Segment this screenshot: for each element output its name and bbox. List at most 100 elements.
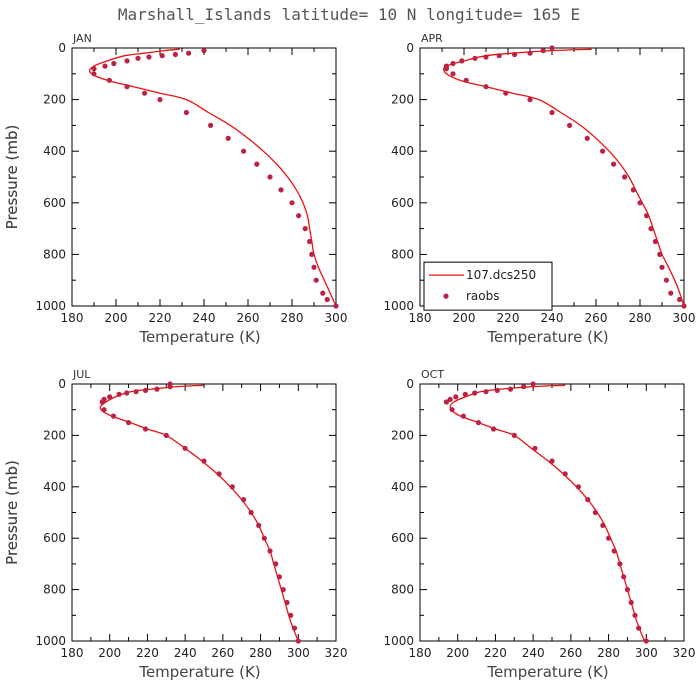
y-tick-label: 200 xyxy=(391,428,414,442)
data-point-raobs xyxy=(585,497,591,503)
data-point-raobs xyxy=(490,426,497,432)
data-point-raobs xyxy=(208,122,214,128)
series-line-model xyxy=(443,48,685,307)
data-point-raobs xyxy=(289,200,295,206)
panel-label: JAN xyxy=(72,32,92,45)
data-point-raobs xyxy=(248,509,254,516)
y-tick-label: 200 xyxy=(43,93,66,107)
x-tick-label: 220 xyxy=(136,646,159,660)
data-point-raobs xyxy=(483,54,489,60)
y-tick-label: 0 xyxy=(406,377,414,391)
series-line-model xyxy=(449,384,646,642)
data-point-raobs xyxy=(592,509,599,516)
data-point-raobs xyxy=(216,471,222,477)
x-axis-label: Temperature (K) xyxy=(138,663,260,681)
data-point-raobs xyxy=(267,548,273,554)
x-axis-label: Temperature (K) xyxy=(486,328,608,346)
data-point-raobs xyxy=(681,303,687,309)
data-point-raobs xyxy=(256,522,262,529)
x-tick-label: 240 xyxy=(174,646,197,660)
data-point-raobs xyxy=(320,290,326,296)
data-point-raobs xyxy=(280,587,286,593)
data-point-raobs xyxy=(503,90,509,96)
data-point-raobs xyxy=(111,60,117,67)
y-tick-label: 200 xyxy=(391,93,414,107)
data-point-raobs xyxy=(241,497,247,503)
x-tick-label: 300 xyxy=(673,311,696,325)
data-point-raobs xyxy=(186,50,192,56)
y-tick-label: 200 xyxy=(43,428,66,442)
data-point-raobs xyxy=(291,625,298,631)
data-point-raobs xyxy=(494,387,500,393)
panels-group: JAN 180 200 220 240 260 280 300 0 200 400 600 800 100… xyxy=(3,32,695,681)
x-tick-label: 200 xyxy=(446,646,469,660)
data-point-raobs xyxy=(453,394,459,400)
x-tick-label: 220 xyxy=(497,311,520,325)
x-tick-label: 240 xyxy=(522,646,545,660)
y-tick-label: 1000 xyxy=(35,634,66,648)
panel-jan: JAN 180 200 220 240 260 280 300 0 200 400 600 800 100… xyxy=(3,32,347,346)
data-point-raobs xyxy=(133,389,139,395)
y-tick-label: 0 xyxy=(58,377,66,391)
data-point-raobs xyxy=(483,84,489,90)
data-point-raobs xyxy=(443,66,449,72)
data-point-raobs xyxy=(167,384,173,390)
data-point-raobs xyxy=(483,389,489,395)
data-point-raobs xyxy=(154,386,160,392)
data-point-raobs xyxy=(302,226,308,232)
data-point-raobs xyxy=(657,251,663,257)
data-point-raobs xyxy=(172,51,178,58)
data-point-raobs xyxy=(644,213,650,219)
x-tick-label: 180 xyxy=(61,646,84,660)
data-point-raobs xyxy=(636,625,642,631)
data-point-raobs xyxy=(106,77,112,83)
x-tick-label: 200 xyxy=(98,646,121,660)
y-tick-label: 0 xyxy=(58,41,66,55)
legend-marker-swatch xyxy=(443,293,449,299)
data-point-raobs xyxy=(142,387,149,393)
y-tick-label: 800 xyxy=(391,583,414,597)
series-line-model xyxy=(88,48,337,307)
data-point-raobs xyxy=(449,407,455,413)
data-point-raobs xyxy=(284,599,290,606)
data-point-raobs xyxy=(288,612,294,618)
data-point-raobs xyxy=(450,71,456,77)
data-point-raobs xyxy=(530,381,536,387)
x-tick-label: 200 xyxy=(105,311,128,325)
x-tick-label: 320 xyxy=(673,646,696,660)
data-point-raobs xyxy=(324,296,330,303)
data-point-raobs xyxy=(124,84,130,90)
data-point-raobs xyxy=(124,58,130,64)
y-tick-label: 600 xyxy=(43,531,66,545)
data-point-raobs xyxy=(663,277,670,283)
data-point-raobs xyxy=(333,303,339,309)
data-point-raobs xyxy=(600,522,606,529)
data-point-raobs xyxy=(278,187,284,193)
data-point-raobs xyxy=(241,148,247,154)
y-tick-label: 600 xyxy=(391,531,414,545)
x-tick-label: 180 xyxy=(409,646,432,660)
data-point-raobs xyxy=(460,413,466,419)
data-point-raobs xyxy=(549,45,555,51)
data-point-raobs xyxy=(606,535,612,541)
data-point-raobs xyxy=(567,122,573,128)
panel-label: JUL xyxy=(72,368,91,381)
y-axis-label: Pressure (mb) xyxy=(3,460,21,565)
data-point-raobs xyxy=(475,420,482,426)
panel-label: APR xyxy=(421,32,443,45)
data-point-raobs xyxy=(463,77,469,83)
y-tick-label: 1000 xyxy=(383,634,414,648)
data-point-raobs xyxy=(652,238,659,245)
data-point-raobs xyxy=(309,251,315,257)
data-point-raobs xyxy=(472,390,478,396)
data-point-raobs xyxy=(549,458,555,464)
data-point-raobs xyxy=(521,384,527,390)
data-point-raobs xyxy=(648,226,654,232)
x-tick-label: 260 xyxy=(585,311,608,325)
data-point-raobs xyxy=(462,391,468,397)
data-point-raobs xyxy=(99,399,105,405)
data-point-raobs xyxy=(637,200,643,206)
data-point-raobs xyxy=(276,574,282,580)
y-tick-label: 800 xyxy=(43,247,66,261)
y-tick-label: 800 xyxy=(43,583,66,597)
